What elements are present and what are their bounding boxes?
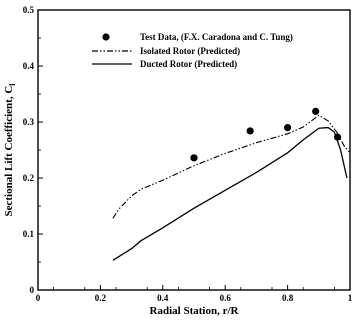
y-tick-label: 0 — [30, 285, 35, 295]
y-tick-label: 0.2 — [23, 173, 35, 183]
y-tick-label: 0.3 — [23, 117, 35, 127]
x-tick-label: 0 — [36, 293, 41, 303]
legend: Test Data, (F.X. Caradona and C. Tung) Is… — [92, 32, 293, 69]
x-axis-title: Radial Station, r/R — [150, 305, 240, 317]
test-data-point — [284, 124, 292, 132]
legend-label: Test Data, (F.X. Caradona and C. Tung) — [140, 32, 293, 42]
y-tick-label: 0.5 — [23, 5, 35, 15]
test-data-point — [190, 154, 198, 162]
isolated-rotor-line — [112, 114, 351, 219]
x-tick-label: 0.4 — [157, 293, 169, 303]
y-axis-title-main: Sectional Lift Coefficient, C — [3, 86, 15, 217]
test-data-point — [246, 127, 254, 135]
legend-label: Ducted Rotor (Predicted) — [140, 59, 237, 69]
y-axis-title: Sectional Lift Coefficient, Cl — [3, 83, 17, 217]
x-tick-label: 0.6 — [220, 293, 232, 303]
legend-label: Isolated Rotor (Predicted) — [140, 46, 240, 56]
y-axis-title-subscript: l — [8, 83, 17, 86]
plot-area — [112, 107, 351, 261]
x-tick-label: 0.2 — [95, 293, 107, 303]
y-tick-label: 0.4 — [23, 61, 35, 71]
legend-marker-test-data — [102, 33, 110, 41]
x-tick-label: 0.8 — [282, 293, 294, 303]
test-data-point — [312, 107, 320, 115]
ducted-rotor-line — [112, 126, 348, 261]
x-tick-label: 1 — [348, 293, 353, 303]
axes: 0 0.2 0.4 0.6 0.8 1 0 0.1 0.2 0.3 0.4 0.5 Radial Sta… — [3, 5, 353, 317]
y-tick-label: 0.1 — [23, 229, 35, 239]
